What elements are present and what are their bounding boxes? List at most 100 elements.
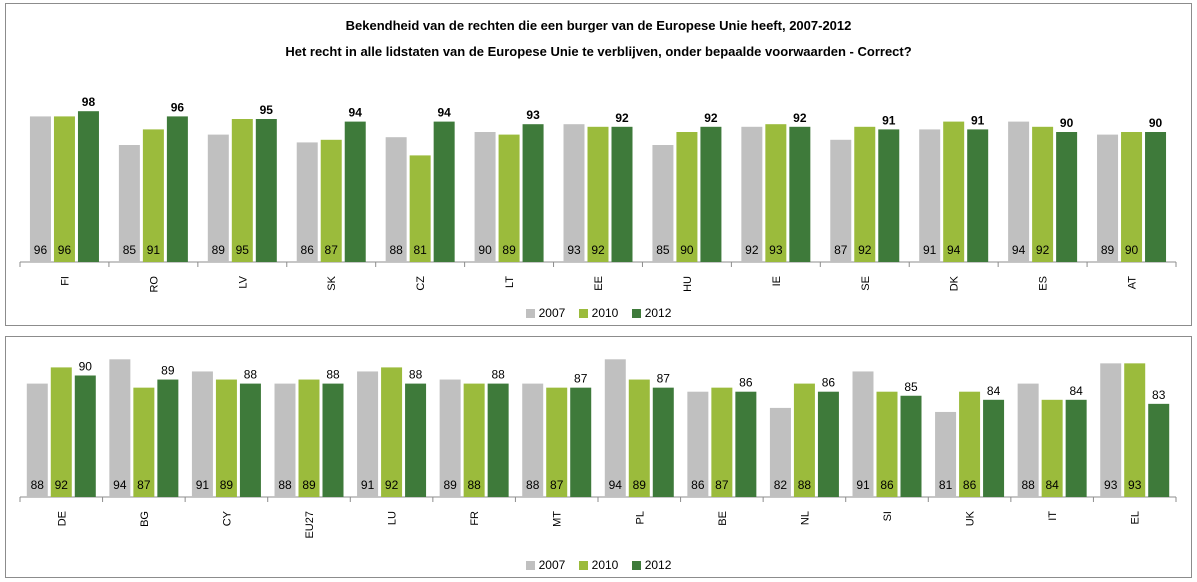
bar-DK-2012 <box>967 129 989 262</box>
data-label-AT-2007: 89 <box>1101 243 1115 257</box>
bar-AT-2010 <box>1121 132 1143 262</box>
legend-item-2012: 2012 <box>631 306 671 320</box>
data-label-DK-2012: 91 <box>971 113 985 127</box>
data-label-CY-2010: 89 <box>220 478 234 492</box>
data-label-IT-2007: 88 <box>1021 478 1035 492</box>
data-label-BE-2012: 86 <box>739 376 753 390</box>
x-tick-label-IT: IT <box>1047 511 1059 521</box>
bar-AT-2012 <box>1145 132 1167 262</box>
chart-panel-bottom: 88 92 90 DE 94 87 89 BG 91 89 88 CY 88 89 88 EU27 91 92 88… <box>5 336 1192 578</box>
data-label-ES-2012: 90 <box>1060 116 1074 130</box>
legend-item-2010: 2010 <box>578 558 619 572</box>
bar-IT-2010 <box>1041 399 1063 497</box>
bar-PL-2010 <box>628 379 650 497</box>
data-label-AT-2012: 90 <box>1149 116 1163 130</box>
legend-item-2012: 2012 <box>631 558 671 572</box>
bar-EL-2007 <box>1100 363 1122 497</box>
data-label-CY-2007: 91 <box>196 478 210 492</box>
bar-BG-2010 <box>133 387 155 497</box>
legend-label-2007: 2007 <box>538 306 566 320</box>
data-label-RO-2010: 91 <box>147 243 161 257</box>
x-tick-label-FR: FR <box>469 511 481 526</box>
data-label-EU27-2012: 88 <box>326 368 340 382</box>
legend-swatch-2007 <box>525 309 535 318</box>
bar-EL-2010 <box>1124 363 1146 497</box>
bar-LT-2012 <box>522 124 544 262</box>
data-label-BG-2007: 94 <box>113 478 127 492</box>
bar-RO-2010 <box>142 129 164 262</box>
bar-EU27-2007 <box>274 383 296 497</box>
bar-DE-2007 <box>26 383 48 497</box>
data-label-LT-2007: 90 <box>478 243 492 257</box>
chart-title-line1: Bekendheid van de rechten die een burger… <box>345 18 852 33</box>
data-label-DE-2007: 88 <box>31 478 45 492</box>
bar-NL-2012 <box>817 391 839 497</box>
data-label-ES-2007: 94 <box>1012 243 1026 257</box>
data-label-SK-2010: 87 <box>325 243 339 257</box>
bar-SK-2012 <box>344 121 366 262</box>
bar-FR-2012 <box>487 383 509 497</box>
data-label-PL-2012: 87 <box>657 372 671 386</box>
legend-label-2010: 2010 <box>591 558 619 572</box>
bar-BE-2010 <box>711 387 733 497</box>
bar-PL-2007 <box>604 359 626 497</box>
data-label-LU-2012: 88 <box>409 368 423 382</box>
bar-SI-2012 <box>900 395 922 497</box>
data-label-IT-2012: 84 <box>1069 384 1083 398</box>
bar-DE-2010 <box>50 367 72 497</box>
x-tick-label-DK: DK <box>949 275 961 291</box>
x-tick-label-ES: ES <box>1038 276 1050 291</box>
data-label-UK-2007: 81 <box>939 478 953 492</box>
x-tick-label-EL: EL <box>1130 511 1142 524</box>
bar-MT-2010 <box>546 387 568 497</box>
bar-BE-2007 <box>687 391 709 497</box>
bar-LT-2007 <box>474 132 496 262</box>
data-label-SI-2010: 86 <box>880 478 894 492</box>
bar-DK-2010 <box>943 121 965 262</box>
legend-label-2007: 2007 <box>538 558 566 572</box>
bar-ES-2007 <box>1008 121 1030 262</box>
x-tick-label-UK: UK <box>965 510 977 526</box>
legend-swatch-2010 <box>578 561 588 570</box>
data-label-FI-2012: 98 <box>82 95 96 109</box>
bar-EE-2012 <box>611 126 633 262</box>
bar-SI-2007 <box>852 371 874 497</box>
bar-CY-2012 <box>239 383 261 497</box>
x-tick-label-EE: EE <box>593 276 605 291</box>
data-label-EE-2007: 93 <box>567 243 581 257</box>
x-tick-label-LT: LT <box>504 276 516 288</box>
legend-item-2007: 2007 <box>525 306 566 320</box>
data-label-BE-2007: 86 <box>691 478 705 492</box>
bar-LT-2010 <box>498 134 520 262</box>
bar-SI-2010 <box>876 391 898 497</box>
data-label-LV-2010: 95 <box>236 243 250 257</box>
bar-AT-2007 <box>1097 134 1119 262</box>
data-label-ES-2010: 92 <box>1036 243 1050 257</box>
bar-RO-2012 <box>166 116 188 263</box>
data-label-SI-2007: 91 <box>856 478 870 492</box>
legend-swatch-2012 <box>631 561 641 570</box>
data-label-FR-2012: 88 <box>491 368 505 382</box>
data-label-SK-2007: 86 <box>301 243 315 257</box>
bar-FI-2012 <box>77 111 99 262</box>
data-label-SE-2007: 87 <box>834 243 848 257</box>
bar-IT-2012 <box>1065 399 1087 497</box>
x-tick-label-SE: SE <box>860 276 872 291</box>
legend-item-2010: 2010 <box>578 306 618 320</box>
bar-UK-2010 <box>959 391 981 497</box>
x-tick-label-HU: HU <box>682 276 694 292</box>
data-label-FR-2007: 89 <box>443 478 457 492</box>
bar-BE-2012 <box>735 391 757 497</box>
data-label-IE-2010: 93 <box>769 243 783 257</box>
data-label-HU-2012: 92 <box>704 111 718 125</box>
data-label-SE-2010: 92 <box>858 243 872 257</box>
bar-LU-2010 <box>381 367 403 497</box>
bar-HU-2010 <box>676 132 698 262</box>
chart-title-line2: Het recht in alle lidstaten van de Europ… <box>285 44 912 59</box>
bar-FI-2007 <box>29 116 51 263</box>
bar-ES-2012 <box>1056 132 1078 262</box>
bar-EU27-2012 <box>322 383 344 497</box>
data-label-BG-2010: 87 <box>137 478 151 492</box>
bar-CY-2010 <box>215 379 237 497</box>
legend-swatch-2007 <box>525 561 535 570</box>
